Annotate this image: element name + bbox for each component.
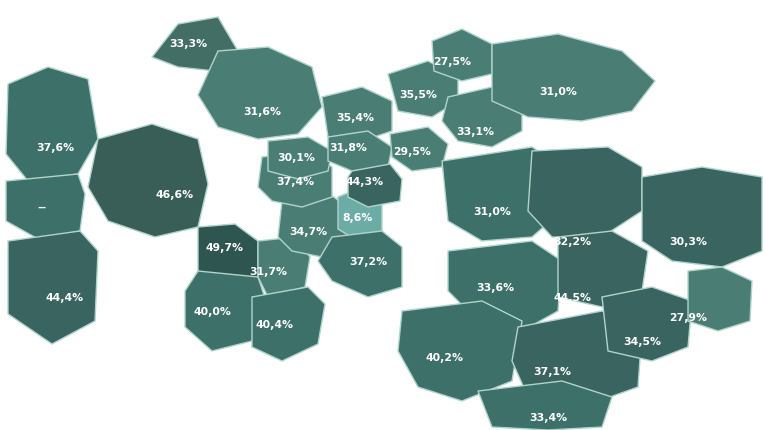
Text: 35,5%: 35,5% — [399, 90, 437, 100]
Polygon shape — [318, 231, 402, 297]
Polygon shape — [198, 224, 258, 287]
Polygon shape — [398, 301, 522, 401]
Text: 40,2%: 40,2% — [426, 352, 464, 362]
Polygon shape — [528, 147, 642, 237]
Text: 37,1%: 37,1% — [533, 366, 571, 376]
Polygon shape — [348, 165, 402, 208]
Polygon shape — [338, 187, 382, 241]
Polygon shape — [688, 267, 752, 331]
Text: 8,6%: 8,6% — [343, 212, 373, 222]
Polygon shape — [448, 241, 562, 331]
Polygon shape — [8, 231, 98, 344]
Polygon shape — [642, 168, 762, 267]
Polygon shape — [198, 48, 322, 140]
Polygon shape — [152, 18, 238, 72]
Text: 37,6%: 37,6% — [36, 143, 74, 153]
Text: 44,3%: 44,3% — [346, 177, 384, 187]
Polygon shape — [252, 287, 325, 361]
Text: 37,4%: 37,4% — [276, 177, 314, 187]
Text: 44,4%: 44,4% — [46, 292, 84, 302]
Text: 29,5%: 29,5% — [393, 147, 431, 157]
Text: 33,4%: 33,4% — [529, 412, 567, 422]
Polygon shape — [322, 88, 392, 141]
Text: 34,7%: 34,7% — [289, 227, 327, 237]
Polygon shape — [442, 147, 562, 241]
Text: 30,3%: 30,3% — [669, 237, 707, 246]
Text: 33,1%: 33,1% — [456, 127, 494, 137]
Text: 34,5%: 34,5% — [623, 336, 661, 346]
Polygon shape — [388, 62, 458, 118]
Text: 33,3%: 33,3% — [169, 39, 207, 49]
Text: 40,0%: 40,0% — [193, 306, 231, 316]
Text: 40,4%: 40,4% — [256, 319, 294, 329]
Polygon shape — [258, 152, 332, 208]
Text: 37,2%: 37,2% — [349, 256, 387, 266]
Polygon shape — [328, 132, 392, 172]
Polygon shape — [492, 35, 655, 122]
Polygon shape — [602, 287, 692, 361]
Text: 31,7%: 31,7% — [249, 266, 287, 276]
Polygon shape — [512, 311, 642, 407]
Text: 49,7%: 49,7% — [206, 243, 244, 252]
Polygon shape — [390, 128, 448, 172]
Polygon shape — [478, 381, 612, 430]
Text: 31,8%: 31,8% — [329, 143, 367, 153]
Polygon shape — [6, 175, 85, 240]
Text: 35,4%: 35,4% — [336, 113, 374, 123]
Text: 27,9%: 27,9% — [669, 312, 707, 322]
Polygon shape — [88, 125, 208, 237]
Polygon shape — [268, 138, 332, 180]
Text: 31,0%: 31,0% — [539, 87, 577, 97]
Text: 31,0%: 31,0% — [473, 206, 511, 216]
Polygon shape — [6, 68, 98, 181]
Text: 31,6%: 31,6% — [243, 107, 281, 117]
Text: 46,6%: 46,6% — [156, 190, 194, 200]
Polygon shape — [185, 271, 268, 351]
Polygon shape — [558, 231, 648, 307]
Text: 27,5%: 27,5% — [433, 57, 471, 67]
Polygon shape — [442, 88, 522, 147]
Text: 30,1%: 30,1% — [277, 153, 315, 163]
Text: 33,6%: 33,6% — [476, 283, 514, 292]
Text: --: -- — [38, 203, 47, 212]
Polygon shape — [432, 30, 492, 82]
Polygon shape — [278, 191, 348, 258]
Text: 32,2%: 32,2% — [553, 237, 591, 246]
Polygon shape — [258, 237, 310, 297]
Text: 44,5%: 44,5% — [553, 292, 591, 302]
